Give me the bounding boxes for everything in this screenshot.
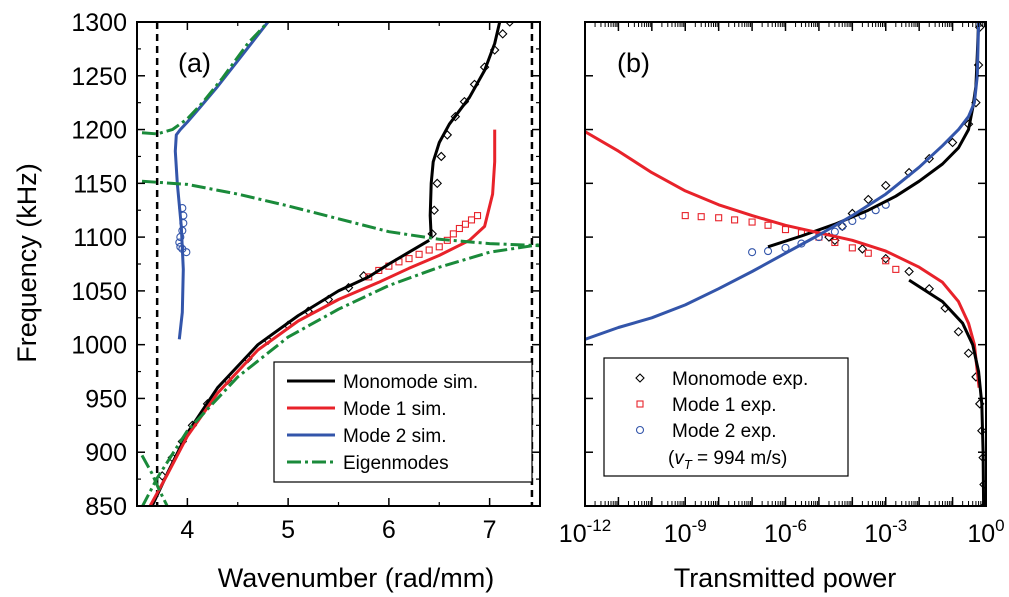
- y-tick-label: 1100: [73, 224, 127, 252]
- y-tick-label: 900: [85, 439, 127, 467]
- monomode-exp-point: [432, 178, 443, 189]
- mode-2-exp-point: [781, 243, 790, 252]
- mode-1-exp-point: [681, 212, 689, 220]
- series-line-a-5: [140, 243, 540, 506]
- x-tick-label: 5: [281, 516, 295, 544]
- x-tick-label: 6: [382, 516, 396, 544]
- panel-a-plot: 850 900 950 1000 1050 1100 1150 1200 1250 1300 4 5 6…: [71, 9, 541, 544]
- mode-1-exp-point: [848, 244, 856, 252]
- series-line-a-8: [140, 454, 169, 506]
- monomode-exp-point: [857, 244, 868, 254]
- y-axis-title: Frequency (kHz): [12, 163, 42, 363]
- mode-1-exp-point: [435, 243, 443, 251]
- legend-label: Mode 1 sim.: [343, 399, 446, 420]
- monomode-exp-point: [436, 151, 447, 162]
- legend-marker: [636, 400, 644, 408]
- y-tick-label: 1000: [71, 332, 127, 360]
- panel-b-legend: Monomode exp. Mode 1 exp. Mode 2 exp. (vT =…: [603, 357, 849, 477]
- legend-label: Monomode sim.: [343, 372, 478, 393]
- y-tick-label: 1200: [71, 117, 127, 145]
- legend-note: (vT = 994 m/s): [668, 448, 787, 472]
- y-tick-label: 950: [85, 385, 127, 413]
- series-line-a-6: [141, 179, 540, 248]
- monomode-exp-point: [504, 22, 515, 27]
- mode-1-exp-point: [748, 218, 756, 226]
- mode-1-exp-point: [375, 266, 383, 275]
- series-line-a-2: [428, 22, 502, 238]
- panel-b-x-axis-title: Transmitted power: [674, 563, 897, 593]
- mode-1-exp-point: [425, 246, 433, 254]
- legend-label: Eigenmodes: [343, 453, 449, 474]
- panel-a-legend: Monomode sim. Mode 1 sim. Mode 2 sim. Eigen…: [273, 361, 533, 483]
- mode-2-exp-point: [830, 227, 839, 236]
- y-tick-label: 1150: [73, 170, 127, 198]
- mode-1-exp-point: [473, 212, 482, 220]
- x-tick-label: 10-9: [664, 516, 707, 548]
- mode-2-exp-point: [763, 247, 773, 256]
- x-tick-label: 4: [180, 516, 194, 544]
- x-tick-label: 10-3: [864, 516, 907, 548]
- mode-1-exp-point: [461, 220, 469, 228]
- legend-label: Mode 2 exp.: [672, 421, 777, 442]
- mode-1-exp-point: [405, 255, 413, 263]
- mode-1-exp-point: [455, 224, 463, 233]
- legend-marker: [635, 425, 645, 435]
- y-tick-label: 1250: [71, 63, 127, 91]
- monomode-exp-point: [979, 501, 986, 506]
- monomode-exp-point: [880, 180, 891, 191]
- panel-b-tag: (b): [617, 48, 650, 78]
- mode-1-exp-point: [781, 226, 790, 234]
- series-line-b-4: [908, 278, 986, 506]
- mode-1-exp-point: [882, 257, 890, 265]
- monomode-exp-point: [963, 348, 974, 359]
- series-line-b-3: [585, 22, 981, 341]
- legend-label: Mode 1 exp.: [672, 395, 777, 416]
- mode-1-exp-point: [467, 216, 476, 224]
- mode-1-exp-point: [864, 249, 872, 257]
- mode-2-exp-point: [176, 242, 185, 251]
- monomode-exp-point: [497, 29, 508, 39]
- series-line-a-4: [173, 22, 270, 340]
- x-tick-label: 10-6: [764, 516, 807, 548]
- panel-b-plot: 10-12 10-9 10-6 10-3 100 Monomode exp. Mode 1 …: [559, 21, 1005, 548]
- series-line-a-7: [141, 22, 270, 136]
- panel-a-tag: (a): [178, 48, 211, 78]
- series-line-b-2: [585, 130, 981, 388]
- y-tick-label: 1050: [71, 278, 127, 306]
- legend-marker: [635, 373, 645, 383]
- mode-2-exp-point: [748, 248, 757, 257]
- legend-label: Mode 2 sim.: [343, 426, 446, 447]
- mode-1-exp-point: [715, 214, 723, 222]
- panel-a-x-axis-title: Wavenumber (rad/mm): [218, 563, 495, 593]
- mode-1-exp-point: [731, 216, 739, 224]
- mode-1-exp-point: [449, 230, 457, 238]
- monomode-exp-point: [904, 266, 914, 277]
- mode-1-exp-point: [697, 213, 705, 221]
- monomode-exp-point: [947, 137, 958, 148]
- monomode-exp-point: [863, 194, 874, 205]
- legend-box: [603, 357, 849, 477]
- x-tick-label: 100: [967, 516, 1004, 548]
- monomode-exp-point: [953, 326, 964, 337]
- y-tick-label: 1300: [71, 9, 127, 37]
- monomode-exp-point: [450, 111, 461, 122]
- legend-label: Monomode exp.: [672, 369, 808, 390]
- mode-1-exp-point: [415, 250, 423, 258]
- mode-1-exp-point: [831, 238, 839, 247]
- mode-1-exp-point: [764, 221, 772, 229]
- x-tick-label: 7: [483, 516, 497, 544]
- y-tick-label: 850: [85, 493, 127, 521]
- x-tick-label: 10-12: [559, 516, 611, 548]
- mode-1-exp-point: [892, 265, 900, 273]
